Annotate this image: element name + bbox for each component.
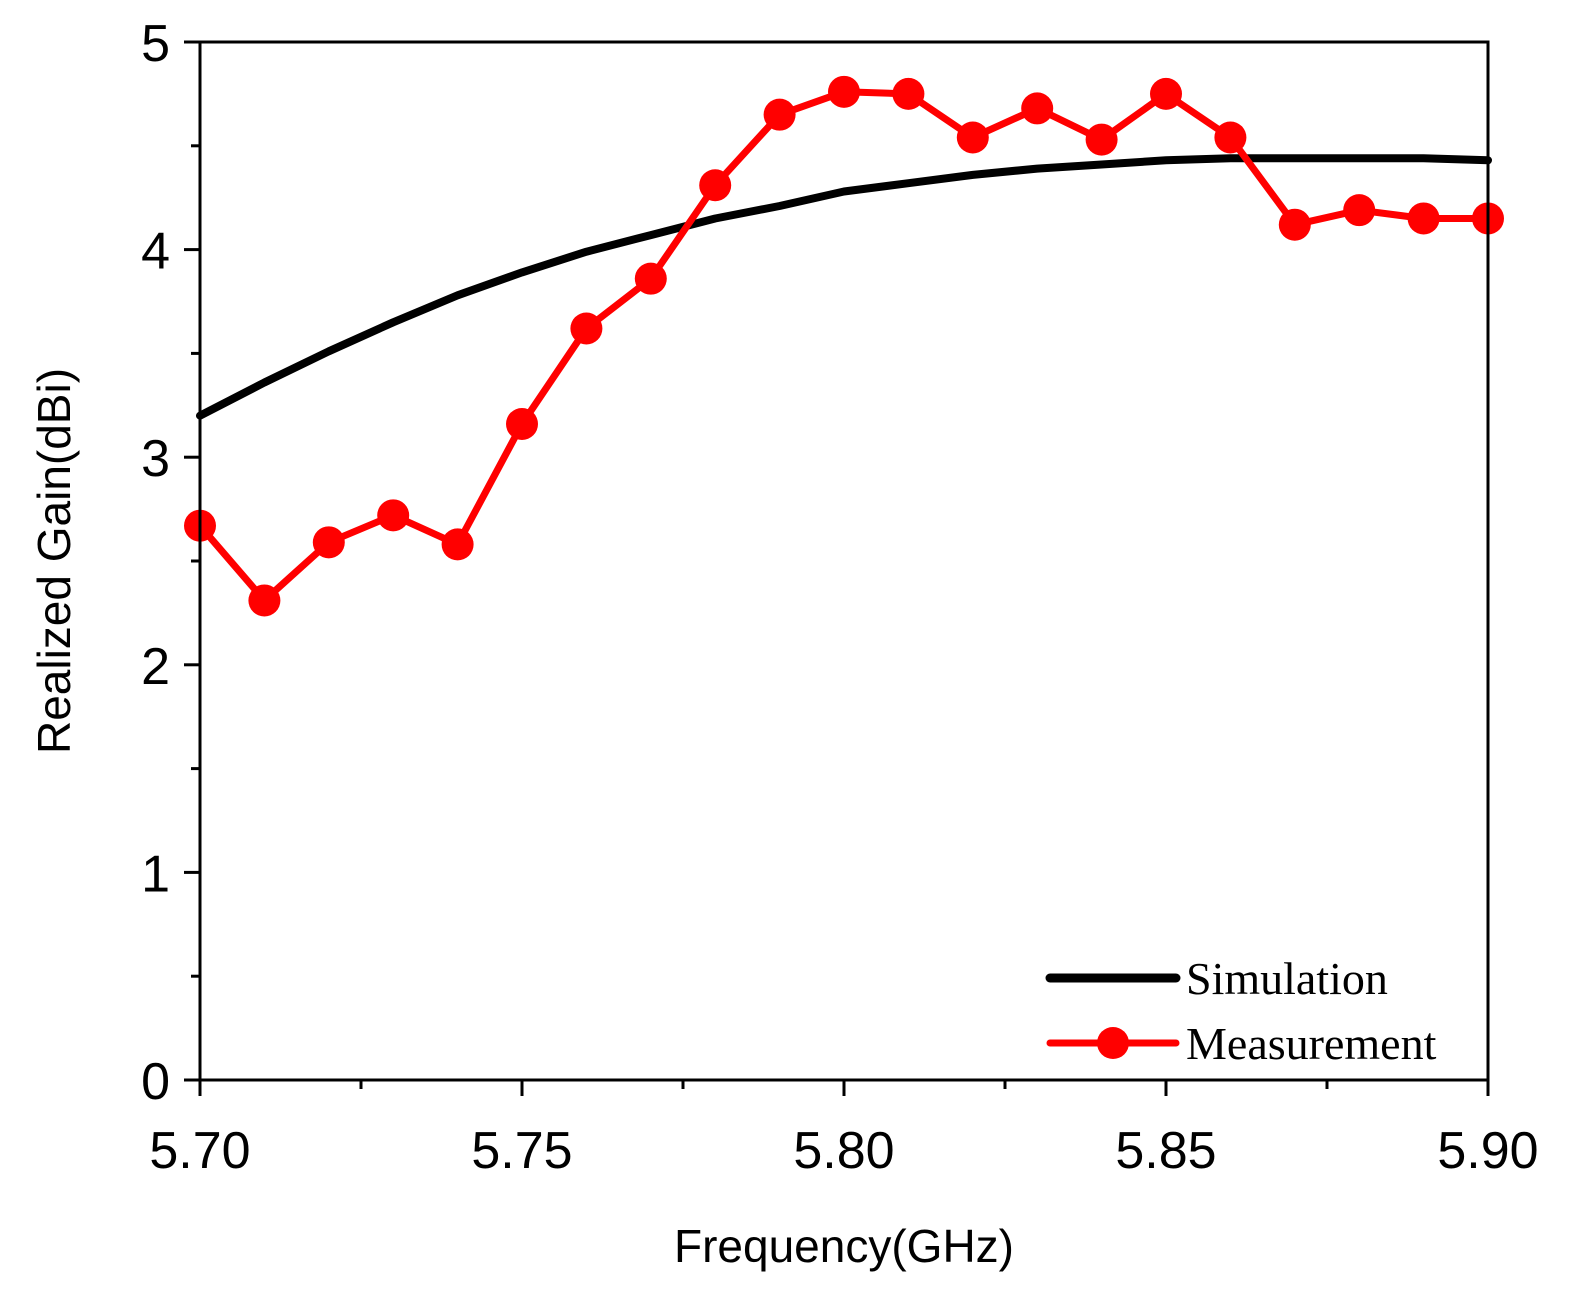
x-tick-label: 5.70 <box>149 1122 250 1180</box>
data-point-measurement <box>1085 123 1118 156</box>
legend-label-simulation: Simulation <box>1186 953 1388 1004</box>
legend-marker-measurement <box>1097 1027 1129 1059</box>
y-tick-label: 5 <box>141 15 170 73</box>
x-axis-title: Frequency(GHz) <box>674 1220 1014 1272</box>
y-tick-label: 4 <box>141 223 170 281</box>
data-point-measurement <box>248 584 281 617</box>
data-point-measurement <box>1021 92 1054 125</box>
y-tick-label: 3 <box>141 430 170 488</box>
axes: 5.70 5.75 5.80 5.85 5.90 0 1 2 3 4 5 <box>141 15 1539 1180</box>
x-tick-label: 5.90 <box>1437 1122 1538 1180</box>
y-tick-label: 2 <box>141 638 170 696</box>
data-point-measurement <box>312 526 345 559</box>
y-tick-label: 1 <box>141 845 170 903</box>
series-line-simulation <box>196 154 1492 420</box>
legend-label-measurement: Measurement <box>1186 1018 1437 1069</box>
data-point-measurement <box>1407 202 1440 235</box>
data-point-measurement <box>828 75 860 108</box>
data-point-measurement <box>1278 208 1311 241</box>
data-point-measurement <box>1343 194 1376 227</box>
plot-content <box>184 75 1504 617</box>
data-point-measurement <box>377 499 410 532</box>
data-point-measurement <box>1150 77 1182 110</box>
data-point-measurement <box>956 121 989 154</box>
data-point-measurement <box>441 528 474 561</box>
x-tick-label: 5.80 <box>793 1122 894 1180</box>
data-point-measurement <box>570 312 603 345</box>
data-point-measurement <box>763 98 796 131</box>
data-point-measurement <box>634 262 667 295</box>
y-axis-title: Realized Gain(dBi) <box>28 368 80 754</box>
data-point-measurement <box>506 407 538 440</box>
x-tick-label: 5.75 <box>471 1122 572 1180</box>
legend: Simulation Measurement <box>1045 953 1437 1069</box>
data-point-measurement <box>699 169 732 202</box>
data-point-measurement <box>1214 121 1247 154</box>
plot-frame <box>198 40 1490 1082</box>
x-tick-label: 5.85 <box>1115 1122 1216 1180</box>
y-tick-label: 0 <box>141 1053 170 1111</box>
data-point-measurement <box>892 77 925 110</box>
